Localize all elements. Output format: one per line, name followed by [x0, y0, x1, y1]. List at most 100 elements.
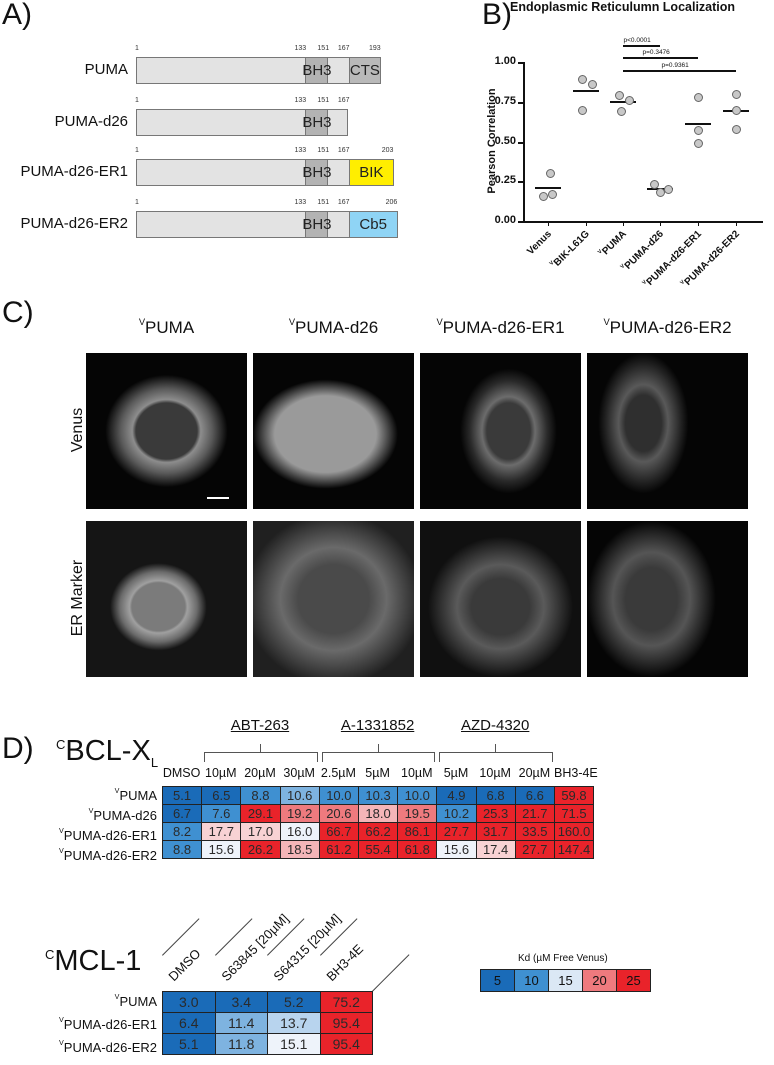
microscopy-image — [587, 353, 748, 509]
kd-cell: 61.8 — [397, 840, 438, 859]
table-row: 6.7 7.6 29.1 19.2 20.6 18.0 19.5 10.2 25.3 21.7 71… — [161, 804, 595, 823]
y-tick-mark — [518, 181, 523, 184]
group-bracket — [204, 752, 318, 762]
mcl-1-title: CMCL-1 — [45, 945, 141, 978]
kd-cell: 66.2 — [357, 822, 399, 841]
kd-cell: 147.4 — [553, 840, 595, 859]
image-row-label: Venus — [69, 407, 86, 453]
kd-cell: 13.7 — [267, 1012, 321, 1034]
data-point — [732, 89, 741, 99]
group-bracket — [321, 752, 436, 762]
position-tick: 133 — [294, 147, 307, 154]
diagonal-divider — [372, 954, 410, 992]
microscopy-image — [86, 353, 247, 509]
position-tick: 133 — [294, 97, 307, 104]
kd-cell: 19.5 — [397, 804, 438, 823]
table-row: 5.1 6.5 8.8 10.6 10.0 10.3 10.0 4.9 6.8 6.6 59.8 — [161, 786, 595, 805]
mean-line — [535, 186, 561, 189]
x-tick-mark — [660, 222, 661, 226]
column-header: DMSO — [162, 766, 201, 780]
bcl-xl-kd-table: 5.1 6.5 8.8 10.6 10.0 10.3 10.0 4.9 6.8 6.6 59.8 6.… — [161, 786, 595, 859]
kd-cell: 8.2 — [161, 822, 203, 841]
image-column-header: VPUMA-d26-ER2 — [577, 317, 758, 338]
microscopy-image — [420, 521, 581, 677]
category-text: Venus — [525, 228, 554, 258]
mcl-1-kd-table: 3.0 3.4 5.2 75.2 6.4 11.4 13.7 95.4 5.1 11.8 15.1 9… — [162, 991, 373, 1055]
construct-label: PUMA-d26-ER2 — [20, 215, 128, 232]
kd-cell: 17.0 — [240, 822, 281, 841]
data-point — [664, 185, 673, 195]
position-tick: 167 — [337, 97, 350, 104]
table-row: 8.2 17.7 17.0 16.0 66.7 66.2 86.1 27.7 31.7 33.5 1… — [161, 822, 595, 841]
kd-cell: 25.3 — [475, 804, 516, 823]
data-point — [615, 91, 624, 101]
v-prefix: V — [436, 317, 443, 328]
data-point — [656, 188, 665, 198]
data-point — [578, 105, 587, 115]
table-row: 8.8 15.6 26.2 18.5 61.2 55.4 61.8 15.6 17.4 27.7 1… — [161, 840, 595, 859]
panel-d-label: D) — [2, 732, 34, 765]
kd-cell: 21.7 — [514, 804, 555, 823]
bh3-domain: BH3 — [302, 58, 332, 83]
v-prefix: V — [288, 317, 296, 328]
construct-bar: BH3 — [136, 109, 348, 136]
category-text: PUMA — [600, 228, 629, 258]
position-tick: 151 — [317, 199, 330, 206]
data-point — [732, 124, 741, 134]
kd-legend-title: Kd (µM Free Venus) — [518, 953, 608, 964]
kd-cell: 6.5 — [201, 786, 242, 805]
construct-label: PUMA-d26-ER1 — [20, 163, 128, 180]
kd-cell: 5.1 — [161, 786, 203, 805]
y-axis-label: Pearson Correlation — [486, 88, 498, 194]
v-prefix: V — [114, 993, 120, 1002]
significance-bar — [623, 70, 736, 72]
kd-cell: 11.4 — [214, 1012, 268, 1034]
legend-swatch: 5 — [480, 969, 515, 992]
x-category-label: VPUMA-d26-ER2 — [656, 229, 742, 315]
image-column-header: VPUMA — [76, 317, 257, 338]
microscopy-image — [587, 521, 748, 677]
c-terminal-domain: BIK — [348, 160, 393, 185]
kd-cell: 5.1 — [162, 1033, 216, 1055]
kd-cell: 8.8 — [240, 786, 281, 805]
bh3-domain: BH3 — [302, 110, 332, 135]
x-tick-mark — [698, 222, 699, 226]
image-row-label: ER Marker — [69, 559, 86, 637]
data-point — [625, 96, 634, 106]
column-header: 5µM — [443, 766, 469, 780]
construct-label: PUMA — [84, 61, 128, 78]
data-point — [539, 191, 548, 201]
column-header-text: PUMA-d26-ER1 — [442, 318, 565, 337]
mcl-sup: C — [45, 947, 55, 962]
scale-bar — [207, 497, 229, 499]
image-column-header: VPUMA-d26-ER1 — [410, 317, 591, 338]
kd-cell: 86.1 — [397, 822, 438, 841]
y-tick-mark — [518, 141, 523, 144]
column-header-text: PUMA-d26-ER2 — [609, 318, 732, 337]
kd-cell: 66.7 — [318, 822, 359, 841]
construct-bar: BH3 BIK — [136, 159, 394, 186]
bcl-sub: L — [150, 754, 159, 770]
legend-swatch: 15 — [548, 969, 583, 992]
kd-cell: 3.0 — [162, 991, 216, 1013]
column-header-text: PUMA — [145, 318, 195, 337]
kd-cell: 15.1 — [267, 1033, 321, 1055]
position-tick: 151 — [317, 97, 330, 104]
v-prefix: V — [603, 317, 610, 328]
construct-label: PUMA-d26 — [54, 113, 128, 130]
kd-cell: 6.4 — [162, 1012, 216, 1034]
kd-cell: 3.4 — [214, 991, 268, 1013]
row-label-text: PUMA-d26-ER2 — [63, 848, 157, 863]
row-label-text: PUMA — [119, 994, 157, 1009]
chart-title: Endoplasmic Reticulumn Localization — [510, 0, 736, 14]
kd-cell: 17.4 — [475, 840, 516, 859]
p-value-label: p=0.9361 — [661, 62, 689, 69]
data-point — [694, 126, 703, 136]
v-prefix: V — [59, 827, 64, 836]
position-tick: 203 — [381, 147, 394, 154]
position-tick: 167 — [337, 45, 350, 52]
kd-cell: 15.6 — [201, 840, 242, 859]
column-header: 20µM — [518, 766, 551, 780]
row-label-text: PUMA-d26-ER1 — [63, 1017, 157, 1032]
position-tick: 151 — [317, 147, 330, 154]
